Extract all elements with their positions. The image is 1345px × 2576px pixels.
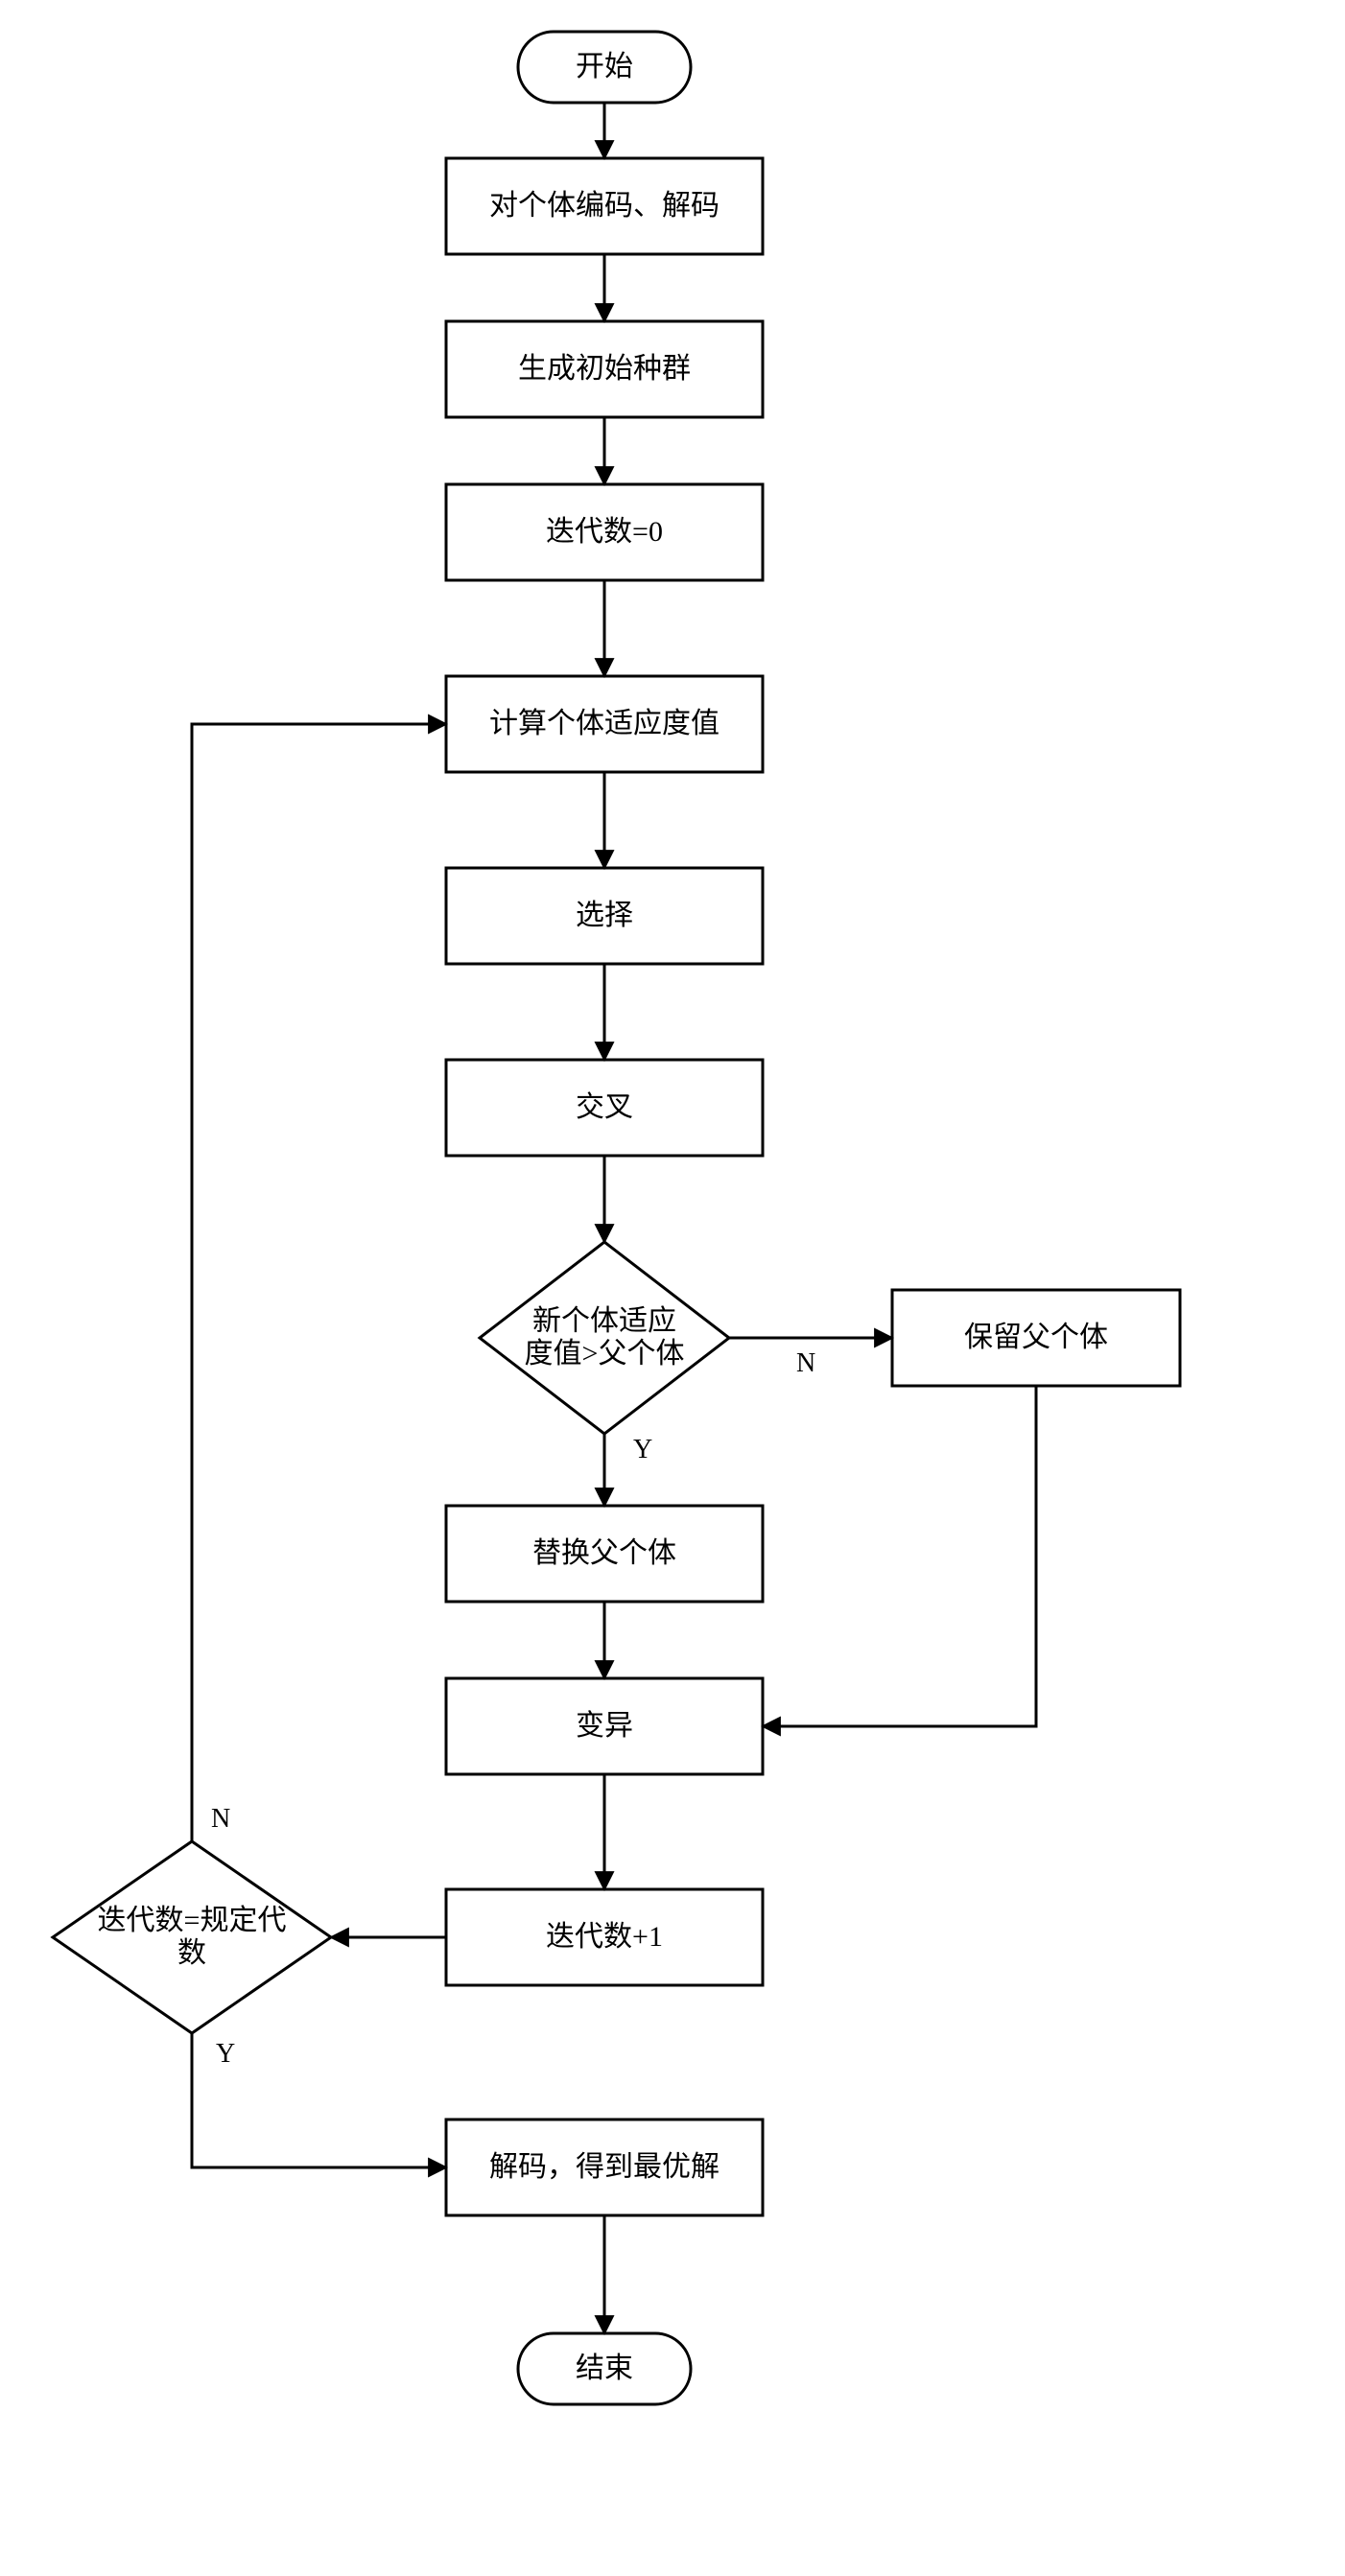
- edge-label-7: Y: [633, 1435, 652, 1464]
- svg-text:数: 数: [177, 1937, 206, 1969]
- svg-text:保留父个体: 保留父个体: [964, 1322, 1108, 1353]
- svg-text:解码，得到最优解: 解码，得到最优解: [489, 2151, 720, 2183]
- svg-text:变异: 变异: [576, 1710, 633, 1742]
- svg-text:迭代数=0: 迭代数=0: [546, 516, 663, 548]
- svg-text:计算个体适应度值: 计算个体适应度值: [489, 708, 720, 739]
- svg-text:新个体适应: 新个体适应: [532, 1305, 676, 1337]
- svg-text:结束: 结束: [576, 2353, 633, 2384]
- svg-text:生成初始种群: 生成初始种群: [518, 353, 691, 385]
- svg-text:开始: 开始: [576, 51, 633, 82]
- edge-label-8: N: [796, 1348, 815, 1378]
- svg-text:交叉: 交叉: [576, 1091, 633, 1123]
- svg-text:对个体编码、解码: 对个体编码、解码: [489, 190, 720, 222]
- svg-text:选择: 选择: [576, 900, 633, 931]
- svg-text:度值>父个体: 度值>父个体: [525, 1338, 685, 1370]
- edge-label-13: N: [211, 1804, 230, 1834]
- edge-label-14: Y: [216, 2039, 235, 2069]
- svg-text:迭代数=规定代: 迭代数=规定代: [98, 1905, 287, 1936]
- svg-text:迭代数+1: 迭代数+1: [546, 1921, 663, 1953]
- svg-text:替换父个体: 替换父个体: [532, 1537, 676, 1569]
